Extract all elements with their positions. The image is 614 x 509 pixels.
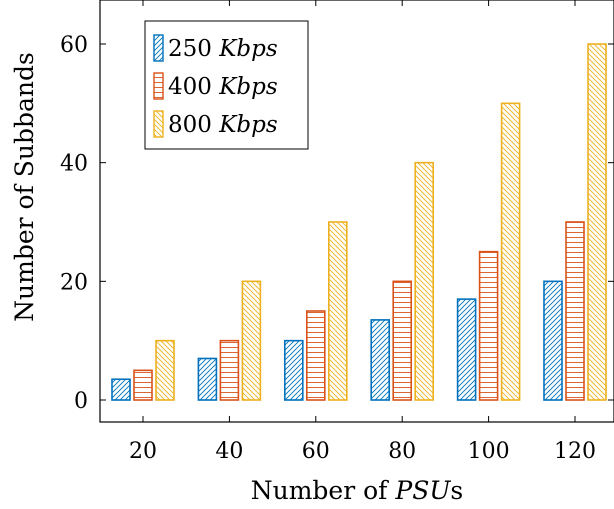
- x-tick-label: 100: [468, 439, 510, 464]
- axis-ticks: [100, 0, 614, 422]
- x-axis-label-suffix: s: [450, 476, 463, 505]
- bar-250-80: [370, 319, 391, 401]
- bar-800-120: [587, 43, 607, 401]
- bars-group: [111, 43, 607, 401]
- y-tick-labels: 0 20 40 60: [60, 33, 88, 414]
- bar-400-40: [219, 339, 240, 401]
- legend-label-unit: Kbps: [218, 74, 278, 100]
- y-tick-label: 60: [60, 33, 88, 58]
- x-tick-label: 80: [388, 439, 416, 464]
- legend-label-value: 400: [168, 74, 219, 100]
- bar-800-60: [327, 221, 348, 401]
- bar-250-20: [111, 378, 131, 401]
- legend-label-250: 250 Kbps: [168, 36, 278, 62]
- bar-250-40: [197, 357, 218, 401]
- legend-label-unit: Kbps: [218, 112, 278, 138]
- legend-box: [144, 20, 309, 150]
- bar-800-20: [155, 339, 175, 401]
- bar-400-60: [305, 310, 326, 401]
- y-tick-label: 20: [60, 270, 88, 295]
- y-axis-label: Number of Subbands: [10, 52, 39, 322]
- legend-swatch-400: [153, 72, 164, 100]
- x-axis-label-variable: PSU: [394, 476, 451, 505]
- bar-400-100: [478, 250, 499, 401]
- bar-250-120: [543, 280, 563, 401]
- legend-label-value: 250: [168, 36, 219, 62]
- bar-800-80: [414, 161, 435, 401]
- bar-250-60: [283, 339, 304, 401]
- x-tick-labels: 20 40 60 80 100 120: [129, 439, 596, 464]
- legend-label-value: 800: [168, 112, 219, 138]
- y-tick-label: 40: [60, 152, 88, 177]
- bar-400-20: [133, 369, 153, 401]
- legend-label-400: 400 Kbps: [168, 74, 278, 100]
- x-tick-label: 40: [215, 439, 243, 464]
- x-tick-label: 60: [302, 439, 330, 464]
- legend-swatch-800: [153, 110, 164, 138]
- bar-400-80: [392, 280, 413, 401]
- x-axis-label: Number of PSUs: [251, 476, 464, 505]
- x-tick-label: 120: [554, 439, 596, 464]
- legend-swatch-250: [153, 34, 164, 62]
- bar-800-100: [500, 102, 521, 401]
- bar-400-120: [565, 221, 585, 401]
- plot-frame: [99, 0, 614, 423]
- bar-250-100: [456, 298, 477, 401]
- y-tick-label: 0: [74, 389, 88, 414]
- x-axis-label-prefix: Number of: [251, 476, 396, 505]
- bar-800-40: [241, 280, 262, 401]
- legend-label-unit: Kbps: [218, 36, 278, 62]
- legend-label-800: 800 Kbps: [168, 112, 278, 138]
- x-tick-label: 20: [129, 439, 157, 464]
